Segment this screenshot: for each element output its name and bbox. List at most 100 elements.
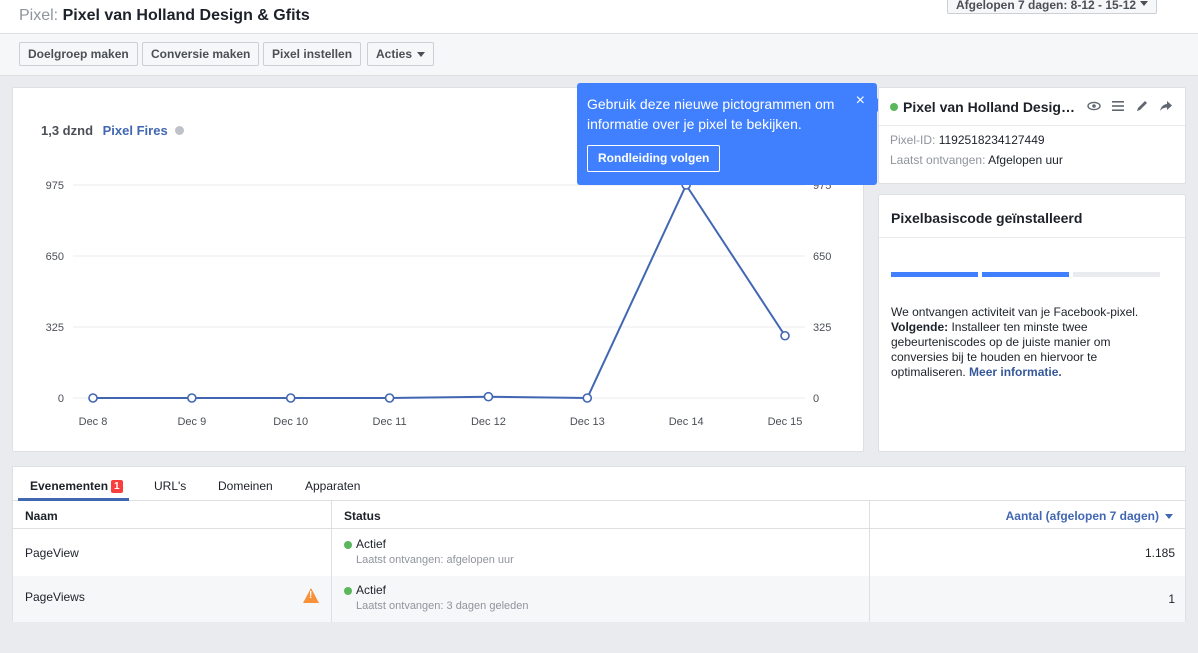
fires-count: 1,3 dznd bbox=[41, 123, 94, 138]
list-icon[interactable] bbox=[1109, 99, 1127, 115]
event-status: Actief bbox=[356, 583, 387, 597]
actions-dropdown-button[interactable]: Acties bbox=[367, 42, 435, 66]
table-row[interactable]: PageView Actief Laatst ontvangen: afgelo… bbox=[13, 530, 1185, 576]
warning-icon[interactable]: ! bbox=[303, 588, 319, 603]
page-title-value: Pixel van Holland Design & Gfits bbox=[62, 7, 310, 24]
pixel-info-card: Pixel van Holland Design & Gfits Pixel-I… bbox=[878, 87, 1186, 184]
status-dot bbox=[890, 103, 898, 111]
x-tick-label: Dec 14 bbox=[669, 416, 704, 428]
activity-text: We ontvangen activiteit van je Facebook-… bbox=[891, 305, 1139, 319]
event-last-received: Laatst ontvangen: 3 dagen geleden bbox=[356, 600, 529, 612]
pixel-id-value: 1192518234127449 bbox=[938, 133, 1045, 147]
column-divider bbox=[331, 501, 332, 622]
x-tick-label: Dec 15 bbox=[768, 416, 803, 428]
tab-events-label: Evenementen bbox=[30, 479, 109, 493]
column-divider bbox=[869, 501, 870, 622]
y-tick-label-right: 0 bbox=[813, 393, 819, 405]
pixel-actions bbox=[1085, 99, 1175, 115]
pencil-icon[interactable] bbox=[1133, 99, 1151, 115]
y-tick-label-right: 325 bbox=[813, 322, 831, 334]
data-point bbox=[285, 393, 296, 403]
create-conversion-button[interactable]: Conversie maken bbox=[142, 42, 260, 66]
column-header-name[interactable]: Naam bbox=[25, 509, 58, 523]
count-sort-label: Aantal (afgelopen 7 dagen) bbox=[1005, 509, 1159, 523]
next-text: Installeer ten minste twee gebeurtenisco… bbox=[891, 320, 1111, 379]
data-point bbox=[582, 393, 593, 403]
tab-urls[interactable]: URL's bbox=[154, 479, 187, 493]
tab-bar: Evenementen 1 URL's Domeinen Apparaten bbox=[13, 467, 1185, 501]
event-name: PageViews bbox=[25, 590, 85, 604]
actions-label: Acties bbox=[376, 47, 413, 61]
tooltip-message: Gebruik deze nieuwe pictogrammen om info… bbox=[587, 96, 835, 132]
events-table-card: Evenementen 1 URL's Domeinen Apparaten Na… bbox=[12, 466, 1186, 622]
tab-domains[interactable]: Domeinen bbox=[218, 479, 273, 493]
status-dot bbox=[344, 587, 352, 595]
date-range-dropdown[interactable]: Afgelopen 7 dagen: 8-12 - 15-12 bbox=[947, 0, 1157, 14]
eye-icon[interactable] bbox=[1085, 99, 1103, 115]
chevron-down-icon bbox=[1140, 1, 1148, 6]
close-icon[interactable]: × bbox=[855, 92, 865, 109]
event-name: PageView bbox=[25, 546, 79, 560]
y-tick-label-left: 650 bbox=[46, 251, 64, 263]
base-code-description: We ontvangen activiteit van je Facebook-… bbox=[891, 305, 1161, 380]
notification-badge: 1 bbox=[111, 480, 123, 493]
pixel-id-label: Pixel-ID: bbox=[890, 133, 936, 147]
divider bbox=[879, 237, 1185, 238]
x-tick-label: Dec 13 bbox=[570, 416, 605, 428]
create-audience-button[interactable]: Doelgroep maken bbox=[19, 42, 138, 66]
date-range-label: Afgelopen 7 dagen: 8-12 - 15-12 bbox=[956, 0, 1137, 12]
y-tick-label-right: 650 bbox=[813, 251, 831, 263]
column-header-count[interactable]: Aantal (afgelopen 7 dagen) bbox=[1006, 509, 1173, 523]
metric-selector[interactable]: Pixel Fires bbox=[102, 123, 168, 138]
chevron-down-icon bbox=[1165, 514, 1173, 520]
toolbar: Doelgroep maken Conversie maken Pixel in… bbox=[0, 34, 1198, 76]
progress-step-2 bbox=[982, 272, 1069, 277]
x-tick-label: Dec 12 bbox=[471, 416, 506, 428]
status-dot bbox=[344, 541, 352, 549]
top-bar: Pixel: Pixel van Holland Design & Gfits … bbox=[0, 0, 1198, 34]
x-tick-label: Dec 8 bbox=[79, 416, 108, 428]
base-code-card: Pixelbasiscode geïnstalleerd We ontvange… bbox=[878, 194, 1186, 452]
base-code-heading: Pixelbasiscode geïnstalleerd bbox=[891, 210, 1083, 226]
tab-devices[interactable]: Apparaten bbox=[305, 479, 361, 493]
table-row[interactable]: PageViews ! Actief Laatst ontvangen: 3 d… bbox=[13, 576, 1185, 622]
tab-events[interactable]: Evenementen 1 bbox=[30, 479, 123, 493]
last-received-row: Laatst ontvangen: Afgelopen uur bbox=[890, 153, 1063, 167]
data-point bbox=[780, 330, 790, 341]
info-icon[interactable] bbox=[175, 126, 185, 136]
table-header: Naam Status Aantal (afgelopen 7 dagen) bbox=[13, 501, 1185, 529]
more-info-link[interactable]: Meer informatie. bbox=[969, 365, 1062, 379]
x-tick-label: Dec 10 bbox=[273, 416, 308, 428]
y-tick-label-left: 325 bbox=[46, 322, 64, 334]
event-count: 1.185 bbox=[1144, 546, 1175, 560]
data-point bbox=[384, 393, 395, 403]
x-tick-label: Dec 11 bbox=[373, 416, 407, 428]
pixel-settings-button[interactable]: Pixel instellen bbox=[263, 42, 362, 66]
start-tour-button[interactable]: Rondleiding volgen bbox=[587, 145, 721, 172]
progress-step-1 bbox=[891, 272, 978, 277]
y-tick-label-left: 975 bbox=[46, 180, 64, 192]
pixel-name: Pixel van Holland Design & Gfits bbox=[903, 99, 1075, 115]
column-header-status[interactable]: Status bbox=[344, 509, 381, 523]
page-title-label: Pixel: bbox=[19, 7, 59, 24]
series-line bbox=[93, 182, 786, 400]
share-icon[interactable] bbox=[1157, 99, 1175, 115]
event-last-received: Laatst ontvangen: afgelopen uur bbox=[356, 554, 514, 566]
last-received-label: Laatst ontvangen: bbox=[890, 153, 986, 167]
page-title: Pixel: Pixel van Holland Design & Gfits bbox=[19, 7, 310, 25]
active-tab-indicator bbox=[18, 498, 129, 501]
chevron-down-icon bbox=[417, 52, 426, 58]
event-count: 1 bbox=[1168, 592, 1175, 606]
next-label: Volgende: bbox=[891, 320, 949, 334]
last-received-value: Afgelopen uur bbox=[988, 153, 1063, 167]
tour-tooltip: Gebruik deze nieuwe pictogrammen om info… bbox=[577, 83, 884, 185]
y-tick-label-left: 0 bbox=[58, 393, 64, 405]
x-tick-label: Dec 9 bbox=[177, 416, 206, 428]
data-point bbox=[483, 391, 494, 402]
data-point bbox=[187, 393, 197, 403]
pixel-id-row: Pixel-ID: 1192518234127449 bbox=[890, 133, 1045, 147]
data-point bbox=[88, 393, 98, 403]
event-status: Actief bbox=[356, 537, 387, 551]
chart-header: 1,3 dznd Pixel Fires bbox=[41, 123, 185, 138]
